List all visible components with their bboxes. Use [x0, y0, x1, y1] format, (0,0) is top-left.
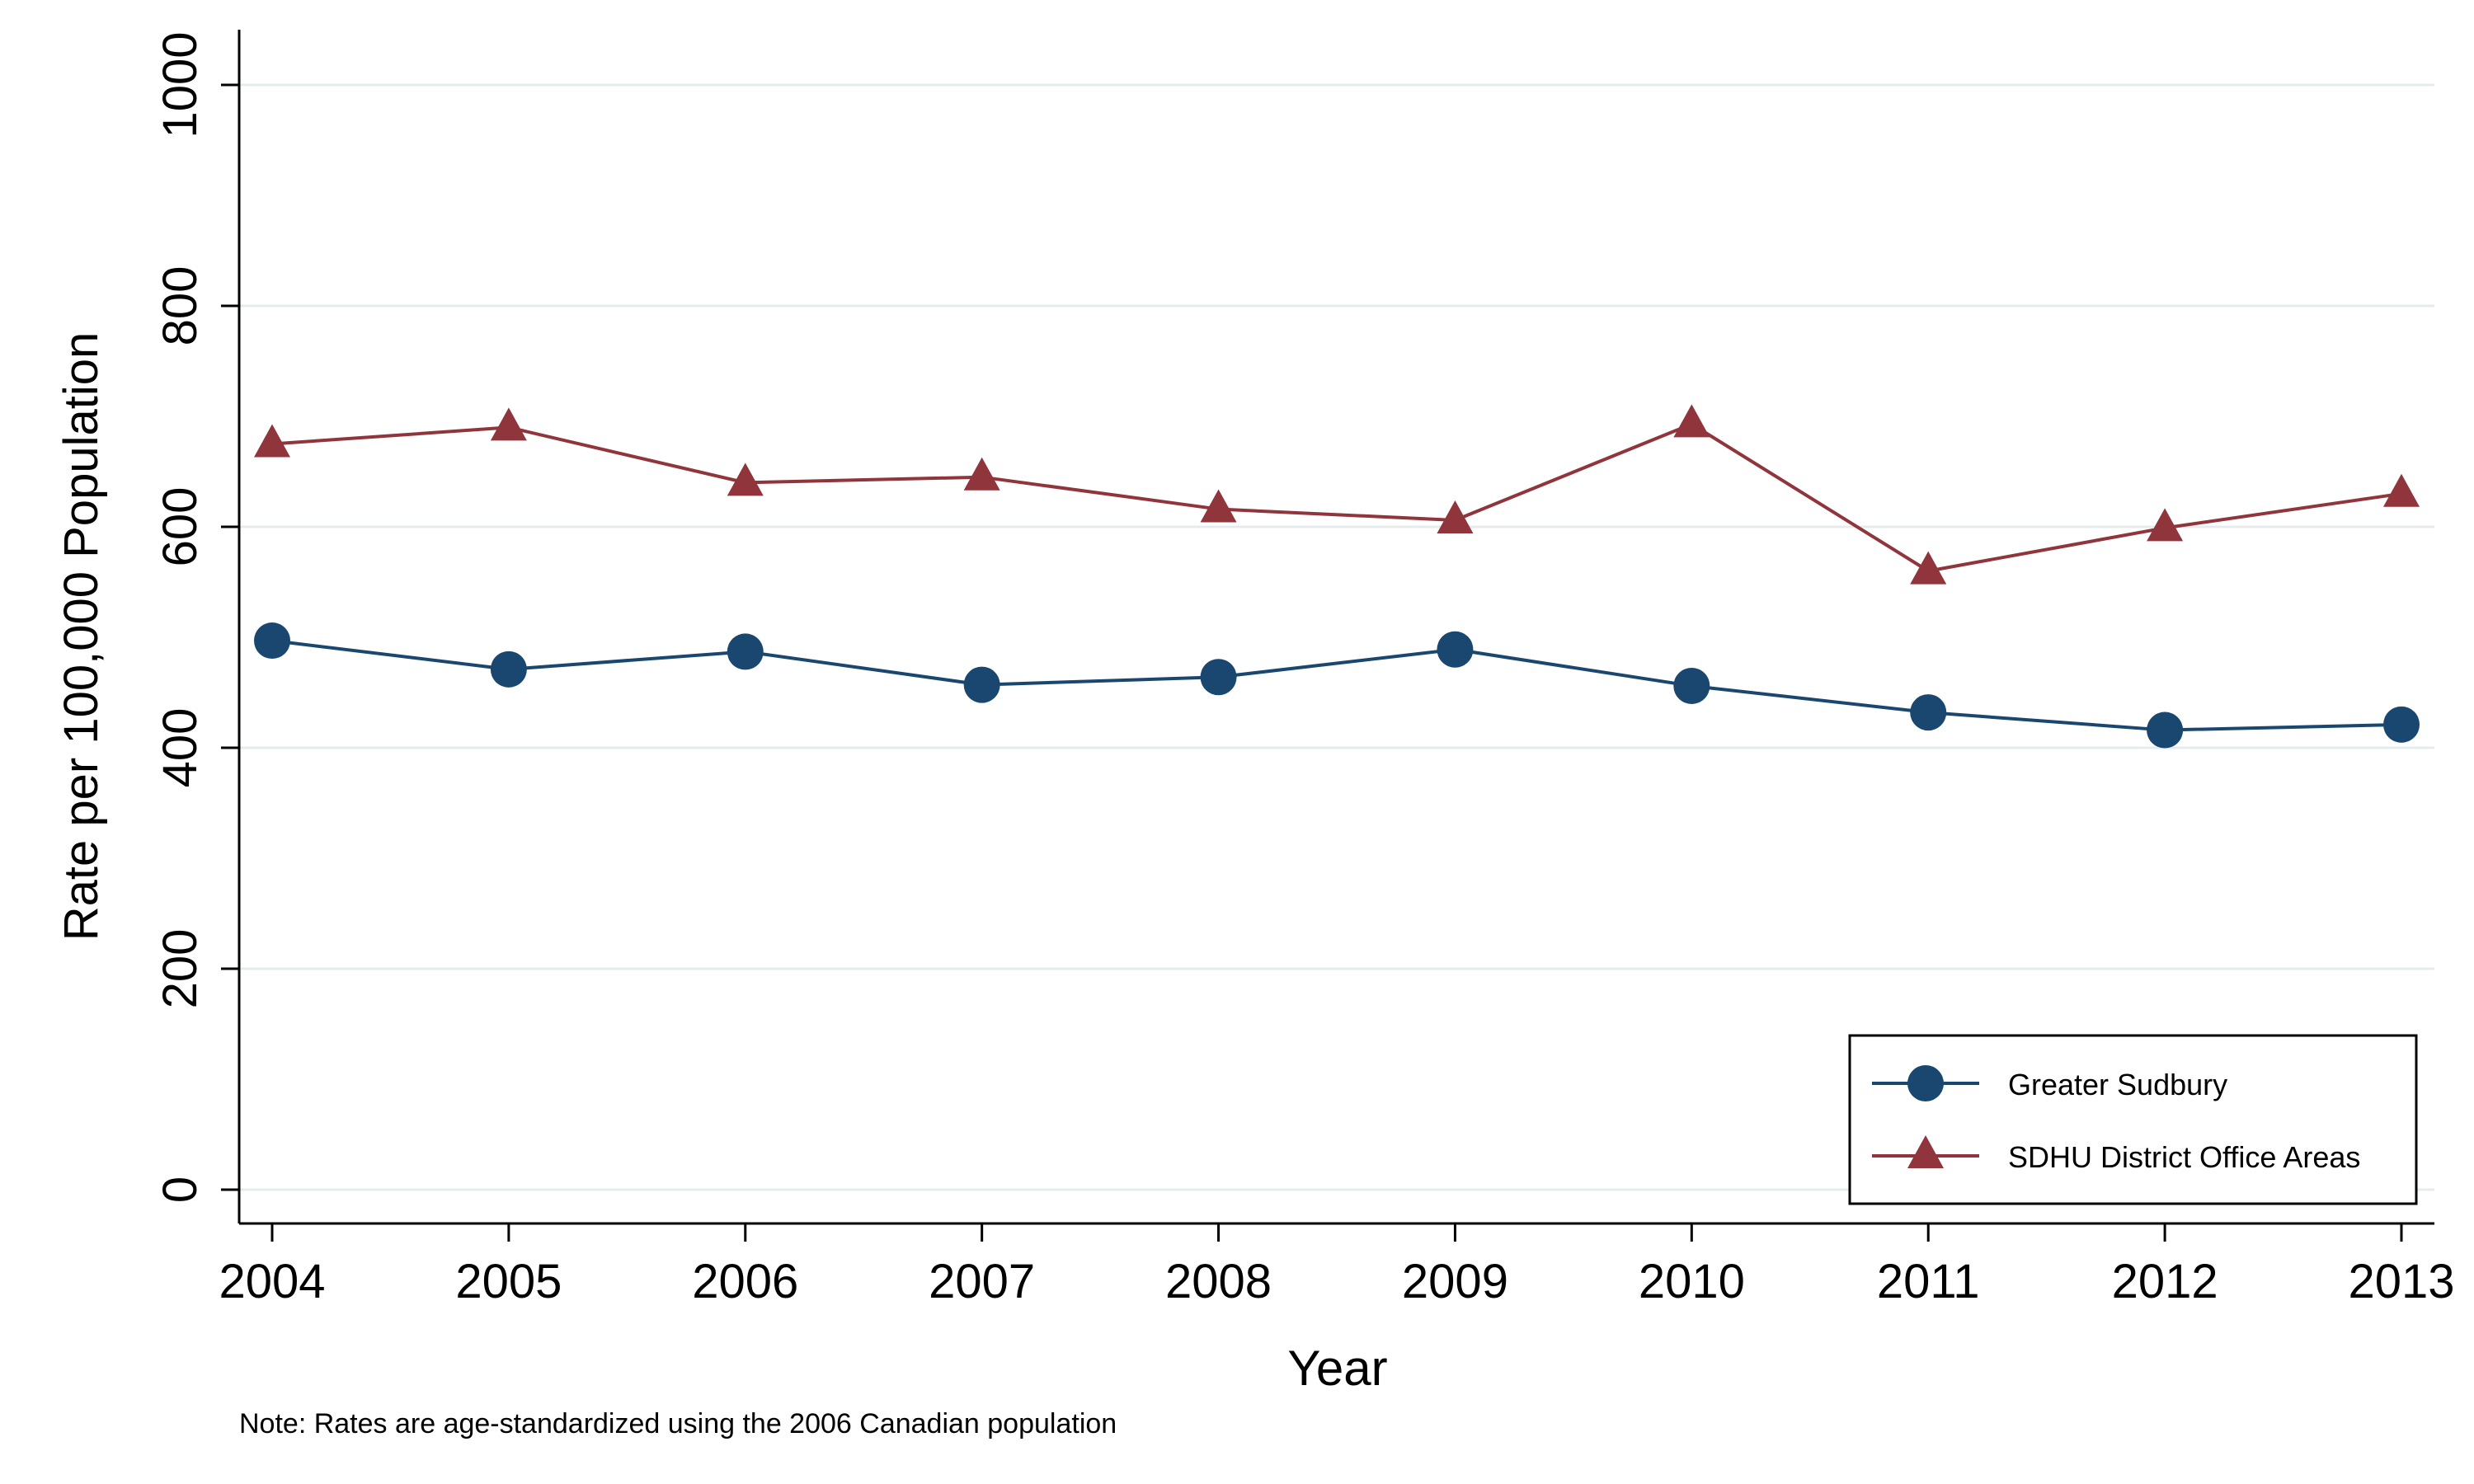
legend: Greater Sudbury SDHU District Office Are… — [1848, 1034, 2418, 1205]
y-tick-label-200: 200 — [153, 929, 207, 1009]
y-tick-label-400: 400 — [153, 708, 207, 788]
series-line-sdhu-district-office-areas — [271, 422, 2402, 573]
data-point-sdhu-district-office-areas-2009 — [1437, 500, 1474, 533]
data-point-greater-sudbury-2008 — [1200, 659, 1237, 696]
x-tick-label-2006: 2006 — [692, 1255, 798, 1308]
y-tick-label-0: 0 — [153, 1176, 207, 1203]
x-tick-label-2008: 2008 — [1165, 1255, 1272, 1308]
data-point-sdhu-district-office-areas-2004 — [254, 424, 290, 458]
data-point-greater-sudbury-2004 — [254, 622, 290, 660]
y-tick-label-600: 600 — [153, 487, 207, 567]
x-tick-label-2013: 2013 — [2348, 1255, 2454, 1308]
data-point-greater-sudbury-2012 — [2147, 711, 2184, 749]
series-sdhu-district-office-areas — [254, 404, 2420, 585]
x-tick-label-2011: 2011 — [1877, 1255, 1980, 1308]
x-tick-label-2007: 2007 — [929, 1255, 1035, 1308]
y-tick-label-800: 800 — [153, 266, 207, 346]
data-point-greater-sudbury-2006 — [727, 633, 764, 670]
x-axis-ticks: 2004 2005 2006 2007 2008 2009 2010 2011 2012 2013 — [219, 1223, 2455, 1308]
data-point-greater-sudbury-2013 — [2383, 706, 2420, 743]
chart-note: Note: Rates are age-standardized using t… — [239, 1408, 1117, 1439]
data-point-sdhu-district-office-areas-2013 — [2383, 473, 2420, 507]
data-point-greater-sudbury-2007 — [963, 666, 1000, 703]
x-tick-label-2012: 2012 — [2112, 1255, 2218, 1308]
data-point-sdhu-district-office-areas-2008 — [1200, 489, 1237, 523]
x-tick-label-2005: 2005 — [455, 1255, 562, 1308]
data-point-sdhu-district-office-areas-2006 — [727, 463, 764, 496]
legend-marker-circle — [1907, 1065, 1944, 1101]
series — [254, 404, 2420, 749]
data-point-sdhu-district-office-areas-2007 — [963, 457, 1000, 491]
x-axis-label: Year — [1287, 1341, 1387, 1396]
data-point-greater-sudbury-2010 — [1673, 667, 1710, 704]
data-point-sdhu-district-office-areas-2005 — [490, 407, 527, 441]
legend-marker-triangle — [1907, 1135, 1944, 1168]
legend-label-sdhu-district: SDHU District Office Areas — [2008, 1140, 2360, 1174]
y-axis-ticks: 0 200 400 600 800 1000 — [153, 31, 239, 1203]
data-point-sdhu-district-office-areas-2011 — [1910, 551, 1947, 585]
series-greater-sudbury — [254, 622, 2420, 749]
series-line-greater-sudbury — [271, 639, 2402, 732]
data-point-sdhu-district-office-areas-2010 — [1673, 404, 1710, 438]
data-point-greater-sudbury-2005 — [490, 650, 527, 688]
x-tick-label-2010: 2010 — [1639, 1255, 1745, 1308]
legend-frame — [1848, 1034, 2418, 1205]
y-tick-label-1000: 1000 — [153, 31, 207, 138]
x-tick-label-2004: 2004 — [219, 1255, 325, 1308]
legend-label-greater-sudbury: Greater Sudbury — [2008, 1068, 2227, 1101]
data-point-sdhu-district-office-areas-2012 — [2147, 508, 2184, 542]
data-point-greater-sudbury-2009 — [1437, 631, 1474, 668]
x-tick-label-2009: 2009 — [1402, 1255, 1508, 1308]
y-axis-label: Rate per 100,000 Population — [54, 332, 108, 941]
data-point-greater-sudbury-2011 — [1910, 694, 1947, 731]
gridlines — [239, 83, 2434, 1191]
